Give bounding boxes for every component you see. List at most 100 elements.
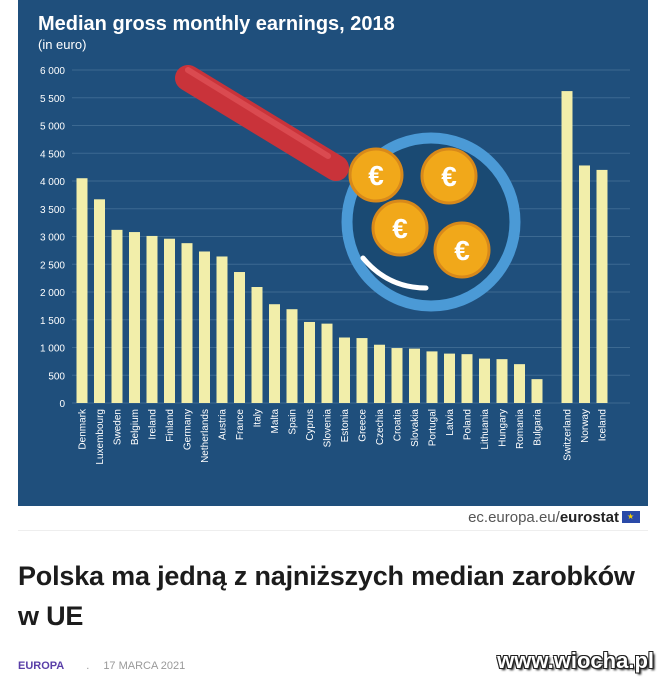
x-tick-label: Poland <box>463 409 474 440</box>
bar-latvia <box>444 353 455 403</box>
bar-iceland <box>596 169 608 403</box>
chart-title: Median gross monthly earnings, 2018 <box>38 13 395 35</box>
bar-bulgaria <box>531 379 543 403</box>
svg-text:€: € <box>441 161 457 192</box>
x-tick-label: Netherlands <box>200 409 211 463</box>
x-tick-label: Austria <box>218 409 229 441</box>
bar-estonia <box>339 337 350 403</box>
site-watermark: www.wiocha.pl <box>497 648 654 673</box>
magnifier-handle <box>175 65 349 181</box>
magnifier-illustration: € € € € <box>175 65 521 312</box>
meta-separator: . <box>86 660 90 672</box>
magnifier-handle-highlight <box>185 67 331 159</box>
chart-panel: Median gross monthly earnings, 2018 (in … <box>18 0 648 506</box>
svg-text:€: € <box>368 160 384 191</box>
x-tick-label: Denmark <box>78 408 89 450</box>
eu-flag-icon <box>622 511 640 523</box>
x-tick-label: Norway <box>580 409 591 443</box>
bar-luxembourg <box>94 199 105 403</box>
y-tick-label: 3 000 <box>40 233 65 244</box>
article-headline[interactable]: Polska ma jedną z najniższych median zar… <box>18 561 635 631</box>
euro-coin-icon: € <box>348 147 404 203</box>
article-category[interactable]: EUROPA <box>18 660 65 672</box>
bars <box>76 91 608 403</box>
bar-poland <box>461 354 473 403</box>
divider <box>18 530 648 531</box>
source-brand: eurostat <box>559 509 619 526</box>
y-tick-label: 1 000 <box>40 344 65 355</box>
x-tick-label: Hungary <box>498 409 509 447</box>
bar-chart: Median gross monthly earnings, 2018 (in … <box>38 13 630 465</box>
svg-text:€: € <box>392 213 408 244</box>
y-tick-label: 2 000 <box>40 288 65 299</box>
bar-finland <box>164 238 175 403</box>
svg-text:€: € <box>454 235 470 266</box>
euro-coin-icon: € <box>371 199 429 257</box>
bar-lithuania <box>479 358 490 403</box>
bar-austria <box>216 256 228 403</box>
x-tick-label: Iceland <box>598 409 609 441</box>
bar-cyprus <box>304 321 315 403</box>
bar-malta <box>269 304 280 403</box>
x-tick-label: Sweden <box>113 409 124 445</box>
source-credit[interactable]: ec.europa.eu/eurostat <box>468 509 640 526</box>
x-tick-label: Lithuania <box>480 409 491 450</box>
x-tick-label: Belgium <box>130 409 141 445</box>
lens-glare <box>360 255 429 291</box>
bar-france <box>234 272 245 403</box>
bar-portugal <box>426 351 438 403</box>
bar-germany <box>181 243 193 403</box>
y-tick-label: 6 000 <box>40 66 65 77</box>
y-tick-label: 0 <box>59 399 65 410</box>
x-tick-label: Switzerland <box>563 409 574 461</box>
x-tick-label: Croatia <box>393 409 404 442</box>
y-tick-label: 500 <box>48 371 65 382</box>
x-tick-label: Ireland <box>148 409 159 440</box>
bar-belgium <box>129 232 140 403</box>
y-tick-label: 4 000 <box>40 177 65 188</box>
x-tick-label: Latvia <box>445 409 456 436</box>
bar-czechia <box>374 344 385 403</box>
source-prefix: ec.europa.eu/ <box>468 509 560 526</box>
x-tick-label: Estonia <box>340 409 351 443</box>
bar-slovakia <box>409 348 420 403</box>
bar-ireland <box>146 235 158 403</box>
x-tick-label: Malta <box>270 409 281 434</box>
x-tick-label: Greece <box>358 409 369 442</box>
y-axis-ticks: 0 500 1 000 1 500 2 000 2 500 3 000 3 500 4 000 4… <box>40 66 65 410</box>
x-tick-label: Portugal <box>428 409 439 446</box>
x-tick-label: Romania <box>515 409 526 449</box>
x-tick-label: Italy <box>253 409 264 427</box>
y-tick-label: 3 500 <box>40 205 65 216</box>
bar-hungary <box>496 359 508 403</box>
x-tick-label: Finland <box>165 409 176 442</box>
bar-slovenia <box>321 323 333 403</box>
x-tick-label: Spain <box>288 409 299 435</box>
x-tick-label: France <box>235 409 246 441</box>
x-tick-label: Germany <box>183 409 194 450</box>
y-tick-label: 4 500 <box>40 149 65 160</box>
y-tick-label: 5 500 <box>40 94 65 105</box>
article-date: 17 MARCA 2021 <box>103 660 186 672</box>
article-meta: EUROPA. 17 MARCA 2021 <box>18 660 185 672</box>
bar-netherlands <box>199 251 210 403</box>
chart-subtitle: (in euro) <box>38 37 86 52</box>
x-tick-label: Cyprus <box>305 409 316 441</box>
bar-norway <box>579 165 590 403</box>
euro-coin-icon: € <box>433 221 491 279</box>
x-tick-label: Slovakia <box>410 409 421 447</box>
bar-spain <box>286 309 298 403</box>
y-tick-label: 1 500 <box>40 316 65 327</box>
y-tick-label: 2 500 <box>40 260 65 271</box>
y-tick-label: 5 000 <box>40 122 65 133</box>
bar-denmark <box>76 178 88 403</box>
bar-switzerland <box>561 91 573 403</box>
bar-italy <box>251 287 263 403</box>
bar-sweden <box>111 229 123 403</box>
x-axis-labels: Denmark Luxembourg Sweden Belgium Ireland Fin… <box>78 408 609 465</box>
bar-croatia <box>391 348 403 403</box>
x-tick-label: Bulgaria <box>533 409 544 446</box>
x-tick-label: Luxembourg <box>95 409 106 465</box>
bar-greece <box>356 338 368 403</box>
euro-coin-icon: € <box>420 147 478 205</box>
